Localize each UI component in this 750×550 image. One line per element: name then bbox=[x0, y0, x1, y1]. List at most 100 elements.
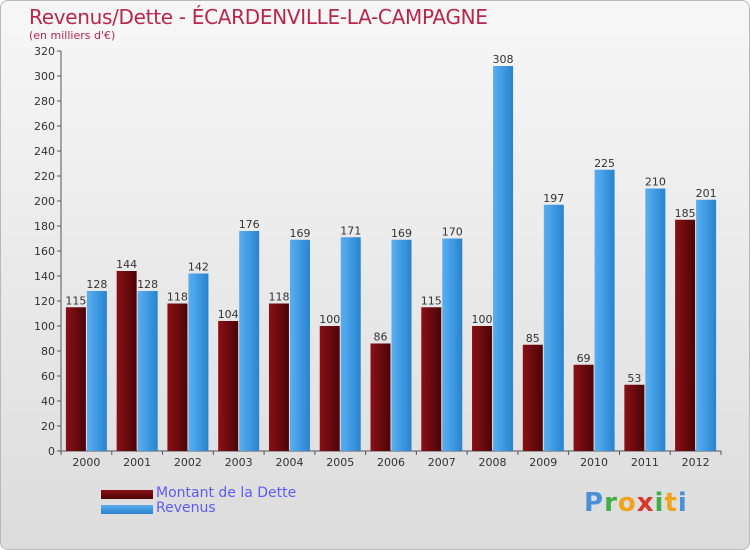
proxiti-logo: Proxiti bbox=[584, 488, 688, 518]
logo-letter: r bbox=[604, 488, 618, 518]
data-label-revenus: 128 bbox=[137, 278, 158, 291]
y-tick-label: 160 bbox=[34, 245, 55, 258]
y-tick-label: 220 bbox=[34, 170, 55, 183]
logo-letter: i bbox=[654, 488, 665, 518]
x-tick-label: 2000 bbox=[72, 456, 100, 469]
y-tick-label: 100 bbox=[34, 320, 55, 333]
y-tick-label: 180 bbox=[34, 220, 55, 233]
y-axis: 0 20 40 60 80 100 120 140 160 180 200 220 240 260 280 3… bbox=[34, 45, 62, 458]
chart-subtitle: (en milliers d'€) bbox=[29, 29, 116, 42]
x-tick-label: 2004 bbox=[275, 456, 303, 469]
y-tick-label: 120 bbox=[34, 295, 55, 308]
data-label-dette: 100 bbox=[319, 313, 340, 326]
x-tick-label: 2006 bbox=[377, 456, 405, 469]
x-tick-label: 2009 bbox=[529, 456, 557, 469]
data-label-dette: 115 bbox=[421, 294, 442, 307]
x-tick-label: 2010 bbox=[580, 456, 608, 469]
y-tick-label: 240 bbox=[34, 145, 55, 158]
bar-dette bbox=[421, 307, 442, 451]
bar-revenus bbox=[391, 239, 412, 451]
x-tick-label: 2007 bbox=[428, 456, 456, 469]
data-label-dette: 118 bbox=[167, 291, 188, 304]
data-label-dette: 86 bbox=[374, 331, 388, 344]
data-label-dette: 185 bbox=[675, 207, 696, 220]
logo-letter: P bbox=[584, 488, 605, 518]
data-label-revenus: 225 bbox=[594, 157, 615, 170]
data-label-dette: 144 bbox=[116, 258, 137, 271]
bar-revenus bbox=[594, 169, 615, 451]
legend-label-dette: Montant de la Dette bbox=[156, 485, 297, 501]
bar-dette bbox=[522, 344, 543, 451]
x-tick-label: 2003 bbox=[225, 456, 253, 469]
y-tick-label: 300 bbox=[34, 70, 55, 83]
logo-letter: x bbox=[636, 488, 655, 518]
logo-letter: i bbox=[677, 488, 688, 518]
data-label-revenus: 170 bbox=[442, 226, 463, 239]
data-label-revenus: 308 bbox=[493, 53, 514, 66]
x-tick-label: 2001 bbox=[123, 456, 151, 469]
y-tick-label: 40 bbox=[41, 395, 55, 408]
chart-title: Revenus/Dette - ÉCARDENVILLE-LA-CAMPAGNE bbox=[29, 5, 488, 29]
bar-revenus bbox=[543, 204, 564, 451]
data-label-revenus: 176 bbox=[239, 218, 260, 231]
y-tick-label: 20 bbox=[41, 420, 55, 433]
legend-swatch-dette bbox=[101, 490, 153, 499]
data-labels-group: 115 144 118 104 118 100 86 115 100 85 69 53 185 128 12… bbox=[65, 53, 716, 385]
bar-dette bbox=[65, 307, 86, 451]
bar-revenus bbox=[696, 199, 717, 451]
bar-revenus bbox=[493, 66, 514, 451]
data-label-revenus: 171 bbox=[340, 224, 361, 237]
logo-letter: t bbox=[664, 488, 678, 518]
y-tick-label: 140 bbox=[34, 270, 55, 283]
bars-group bbox=[65, 66, 717, 451]
data-label-revenus: 142 bbox=[188, 261, 209, 274]
bar-revenus bbox=[137, 291, 158, 451]
x-tick-label: 2012 bbox=[682, 456, 710, 469]
bar-revenus bbox=[340, 237, 361, 451]
data-label-revenus: 169 bbox=[391, 227, 412, 240]
bar-dette bbox=[624, 384, 645, 451]
data-label-revenus: 210 bbox=[645, 176, 666, 189]
legend-swatch-revenus bbox=[101, 505, 153, 514]
bar-dette bbox=[319, 326, 340, 451]
data-label-dette: 69 bbox=[577, 352, 591, 365]
x-tick-label: 2011 bbox=[631, 456, 659, 469]
y-tick-label: 260 bbox=[34, 120, 55, 133]
bar-revenus bbox=[442, 238, 463, 451]
bar-dette bbox=[116, 271, 137, 451]
data-label-dette: 104 bbox=[218, 308, 239, 321]
bar-revenus bbox=[645, 188, 666, 451]
data-label-dette: 118 bbox=[268, 291, 289, 304]
bar-revenus bbox=[289, 239, 310, 451]
data-label-revenus: 197 bbox=[543, 192, 564, 205]
logo-letter: o bbox=[617, 488, 637, 518]
data-label-revenus: 128 bbox=[86, 278, 107, 291]
data-label-revenus: 201 bbox=[696, 187, 717, 200]
data-label-revenus: 169 bbox=[289, 227, 310, 240]
y-tick-label: 80 bbox=[41, 345, 55, 358]
y-tick-label: 60 bbox=[41, 370, 55, 383]
data-label-dette: 53 bbox=[627, 372, 641, 385]
bar-dette bbox=[370, 343, 391, 451]
y-tick-label: 0 bbox=[48, 445, 55, 458]
y-tick-label: 280 bbox=[34, 95, 55, 108]
data-label-dette: 85 bbox=[526, 332, 540, 345]
bar-revenus bbox=[188, 273, 209, 451]
bar-dette bbox=[268, 303, 289, 451]
legend-label-revenus: Revenus bbox=[156, 500, 216, 516]
data-label-dette: 115 bbox=[65, 294, 86, 307]
bar-dette bbox=[573, 364, 594, 451]
x-tick-label: 2008 bbox=[479, 456, 507, 469]
y-tick-label: 320 bbox=[34, 45, 55, 58]
y-tick-label: 200 bbox=[34, 195, 55, 208]
bar-dette bbox=[167, 303, 188, 451]
bar-revenus bbox=[239, 231, 260, 451]
bar-dette bbox=[675, 219, 696, 451]
x-tick-label: 2002 bbox=[174, 456, 202, 469]
bar-dette bbox=[472, 326, 493, 451]
bar-revenus bbox=[86, 291, 107, 451]
x-tick-label: 2005 bbox=[326, 456, 354, 469]
bar-dette bbox=[218, 321, 239, 451]
